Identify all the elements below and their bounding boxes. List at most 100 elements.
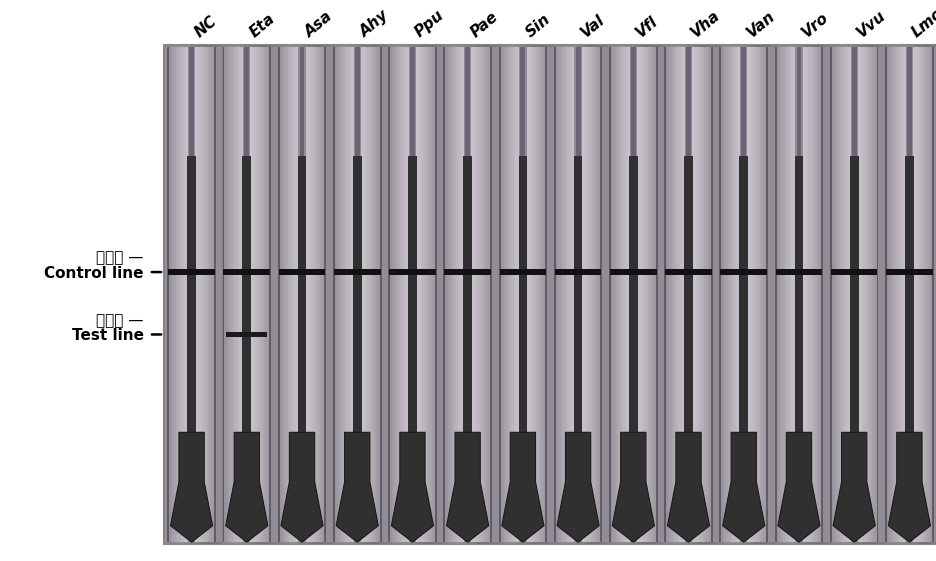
Bar bbox=[285, 45, 293, 544]
Bar bbox=[773, 45, 782, 544]
Bar bbox=[668, 47, 675, 542]
Bar bbox=[194, 47, 195, 542]
Bar bbox=[300, 47, 304, 542]
Bar bbox=[243, 47, 244, 542]
Bar bbox=[431, 45, 441, 544]
Bar bbox=[796, 47, 800, 542]
Bar bbox=[379, 47, 381, 542]
Bar bbox=[245, 47, 253, 542]
Bar bbox=[575, 47, 580, 542]
Bar bbox=[513, 45, 522, 544]
Bar bbox=[202, 47, 209, 542]
Bar bbox=[409, 47, 417, 542]
Bar bbox=[316, 47, 323, 542]
Bar bbox=[379, 47, 386, 542]
Bar bbox=[753, 47, 759, 542]
Bar bbox=[612, 47, 619, 542]
Bar bbox=[885, 47, 891, 542]
Bar bbox=[690, 47, 692, 542]
Text: NC: NC bbox=[191, 13, 219, 40]
Polygon shape bbox=[722, 433, 764, 542]
Bar bbox=[376, 47, 383, 542]
Bar bbox=[651, 47, 659, 542]
Bar bbox=[572, 47, 578, 542]
Bar bbox=[700, 47, 707, 542]
Bar bbox=[905, 45, 914, 544]
Bar bbox=[856, 47, 862, 542]
Bar bbox=[747, 47, 753, 542]
Bar bbox=[498, 47, 505, 542]
Bar bbox=[796, 47, 802, 542]
Bar bbox=[443, 45, 452, 544]
Bar bbox=[739, 47, 740, 542]
Bar bbox=[396, 47, 402, 542]
Bar bbox=[711, 45, 720, 544]
Bar bbox=[291, 47, 298, 542]
Bar bbox=[622, 45, 631, 544]
Bar bbox=[874, 45, 883, 544]
Bar bbox=[519, 47, 526, 542]
Bar bbox=[764, 47, 770, 542]
Bar bbox=[914, 47, 921, 542]
Bar bbox=[277, 47, 279, 542]
Bar bbox=[870, 45, 879, 544]
Bar bbox=[388, 47, 389, 542]
Bar bbox=[722, 47, 728, 542]
Bar bbox=[587, 47, 593, 542]
Bar bbox=[428, 47, 434, 542]
Bar bbox=[614, 45, 622, 544]
Bar bbox=[788, 45, 797, 544]
Bar bbox=[319, 47, 326, 542]
Bar bbox=[594, 45, 604, 544]
Bar bbox=[753, 47, 760, 542]
Bar bbox=[829, 47, 831, 542]
Bar bbox=[185, 47, 192, 542]
Bar bbox=[245, 45, 255, 544]
Bar bbox=[930, 47, 932, 542]
Bar bbox=[909, 45, 917, 544]
Bar bbox=[289, 47, 296, 542]
Bar bbox=[199, 47, 206, 542]
Bar bbox=[404, 47, 411, 542]
Bar bbox=[453, 47, 460, 542]
Bar bbox=[585, 47, 592, 542]
Bar bbox=[381, 47, 388, 542]
Bar bbox=[466, 47, 473, 542]
Bar bbox=[866, 45, 875, 544]
Bar bbox=[839, 45, 848, 544]
Bar bbox=[349, 47, 356, 542]
Bar bbox=[470, 47, 471, 542]
Bar bbox=[563, 45, 572, 544]
Bar bbox=[350, 45, 358, 544]
Bar bbox=[568, 47, 575, 542]
Bar bbox=[298, 47, 300, 542]
Bar bbox=[511, 47, 518, 542]
Bar bbox=[518, 156, 527, 482]
Bar bbox=[401, 45, 409, 544]
Bar bbox=[908, 47, 914, 542]
Bar bbox=[298, 156, 306, 482]
Bar bbox=[861, 47, 868, 542]
Text: 检测线 —: 检测线 — bbox=[96, 313, 144, 328]
Text: Vro: Vro bbox=[798, 10, 830, 40]
Bar bbox=[285, 47, 291, 542]
Polygon shape bbox=[281, 433, 323, 542]
Bar bbox=[336, 47, 343, 542]
Polygon shape bbox=[170, 433, 212, 542]
Bar bbox=[366, 47, 373, 542]
Bar bbox=[358, 47, 364, 542]
Bar bbox=[587, 45, 595, 544]
Bar bbox=[870, 47, 876, 542]
Bar bbox=[525, 47, 526, 542]
Bar bbox=[426, 47, 432, 542]
Bar bbox=[901, 45, 910, 544]
Bar bbox=[932, 45, 936, 544]
Bar bbox=[347, 47, 354, 542]
Bar bbox=[388, 47, 394, 542]
Bar bbox=[557, 47, 563, 542]
Bar bbox=[256, 45, 266, 544]
Bar bbox=[354, 45, 363, 544]
Polygon shape bbox=[666, 433, 709, 542]
Bar bbox=[882, 45, 890, 544]
Bar bbox=[571, 45, 580, 544]
